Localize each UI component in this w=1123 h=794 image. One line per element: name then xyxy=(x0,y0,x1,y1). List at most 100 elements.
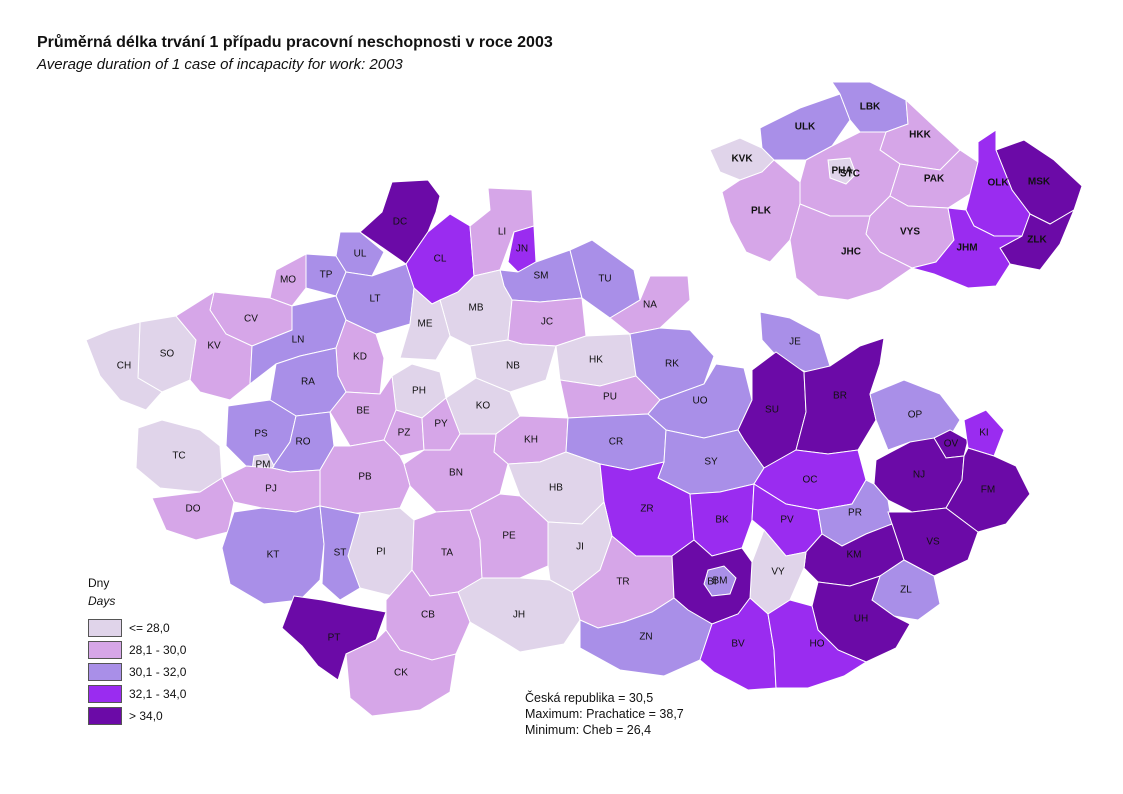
district-label-BM: BM xyxy=(713,576,728,587)
legend-item: <= 28,0 xyxy=(88,617,186,639)
district-label-TR: TR xyxy=(616,577,629,588)
legend-swatch xyxy=(88,685,122,703)
district-label-PU: PU xyxy=(603,392,617,403)
district-label-CH: CH xyxy=(117,361,131,372)
district-CK xyxy=(345,629,457,717)
region-label-OLK: OLK xyxy=(987,178,1009,189)
district-label-KH: KH xyxy=(524,435,538,446)
district-label-NJ: NJ xyxy=(913,470,925,481)
district-label-NA: NA xyxy=(643,300,657,311)
district-label-BK: BK xyxy=(715,515,729,526)
district-label-ZL: ZL xyxy=(900,585,912,596)
region-label-PAK: PAK xyxy=(924,174,945,185)
legend-unit: Dny xyxy=(88,576,110,590)
district-label-OV: OV xyxy=(944,439,959,450)
region-label-JHC: JHC xyxy=(841,247,861,258)
district-DO xyxy=(151,477,235,541)
legend-item: 32,1 - 34,0 xyxy=(88,683,186,705)
district-KT xyxy=(221,505,325,605)
legend-label: 28,1 - 30,0 xyxy=(129,643,187,657)
region-label-VYS: VYS xyxy=(900,227,920,238)
district-label-UH: UH xyxy=(854,614,868,625)
legend-label: > 34,0 xyxy=(129,709,163,723)
district-label-PB: PB xyxy=(358,472,372,483)
district-label-DC: DC xyxy=(393,217,407,228)
district-label-MB: MB xyxy=(469,303,484,314)
district-label-RO: RO xyxy=(296,437,311,448)
district-label-TU: TU xyxy=(598,274,611,285)
region-JHC xyxy=(789,203,913,301)
district-label-CK: CK xyxy=(394,668,408,679)
district-label-SO: SO xyxy=(160,349,175,360)
district-label-OC: OC xyxy=(803,475,818,486)
district-label-HK: HK xyxy=(589,355,603,366)
region-label-KVK: KVK xyxy=(731,154,753,165)
region-label-STC: STC xyxy=(840,169,860,180)
district-label-OP: OP xyxy=(908,410,923,421)
district-ST xyxy=(319,505,361,601)
district-label-NB: NB xyxy=(506,361,520,372)
district-label-BR: BR xyxy=(833,391,847,402)
stat-minimum: Minimum: Cheb = 26,4 xyxy=(525,723,652,737)
district-label-LN: LN xyxy=(292,335,305,346)
map-title: Průměrná délka trvání 1 případu pracovní… xyxy=(37,34,553,51)
district-label-KT: KT xyxy=(267,550,280,561)
district-label-PV: PV xyxy=(780,515,794,526)
district-label-JC: JC xyxy=(541,317,553,328)
district-label-PE: PE xyxy=(502,531,516,542)
district-CH xyxy=(85,321,163,411)
district-label-UO: UO xyxy=(693,396,708,407)
region-JHM xyxy=(910,207,1023,289)
district-label-ZR: ZR xyxy=(640,504,653,515)
district-label-HO: HO xyxy=(810,639,825,650)
district-layer xyxy=(85,179,1031,717)
district-label-TP: TP xyxy=(320,270,333,281)
region-label-PHA: PHA xyxy=(831,166,852,177)
district-label-CL: CL xyxy=(434,254,447,265)
district-label-TC: TC xyxy=(172,451,185,462)
district-label-PJ: PJ xyxy=(265,484,277,495)
district-label-VS: VS xyxy=(926,537,940,548)
district-MO xyxy=(269,253,307,307)
district-label-JI: JI xyxy=(576,542,584,553)
label-layer: DC CL LI JN UL TP MO LT SM TU CV MB ME JC NA SO CH KV LN KD… xyxy=(117,102,1051,679)
district-NA xyxy=(609,275,691,335)
district-label-MO: MO xyxy=(280,275,296,286)
district-label-SY: SY xyxy=(704,457,718,468)
district-label-SU: SU xyxy=(765,405,779,416)
region-label-ULK: ULK xyxy=(795,122,816,133)
district-label-SM: SM xyxy=(534,271,549,282)
legend-label: 30,1 - 32,0 xyxy=(129,665,187,679)
district-label-PI: PI xyxy=(376,547,385,558)
district-label-JN: JN xyxy=(516,244,528,255)
district-MB xyxy=(439,269,513,347)
district-label-RK: RK xyxy=(665,359,679,370)
region-label-ZLK: ZLK xyxy=(1027,235,1047,246)
district-label-PS: PS xyxy=(254,429,268,440)
district-label-BE: BE xyxy=(356,406,370,417)
district-label-JH: JH xyxy=(513,610,525,621)
legend-item: 30,1 - 32,0 xyxy=(88,661,186,683)
district-label-RA: RA xyxy=(301,377,315,388)
legend-unit-en: Days xyxy=(88,594,116,608)
stat-maximum: Maximum: Prachatice = 38,7 xyxy=(525,707,684,721)
region-label-HKK: HKK xyxy=(909,130,931,141)
legend-swatch xyxy=(88,663,122,681)
district-label-UL: UL xyxy=(354,249,367,260)
legend-label: <= 28,0 xyxy=(129,621,170,635)
region-label-LBK: LBK xyxy=(860,102,881,113)
summary-stats: Česká republika = 30,5 Maximum: Prachati… xyxy=(525,690,684,738)
region-label-JHM: JHM xyxy=(956,243,977,254)
district-label-BI: BI xyxy=(707,577,716,588)
district-label-ZN: ZN xyxy=(639,632,652,643)
district-label-KV: KV xyxy=(207,341,221,352)
district-label-LT: LT xyxy=(370,294,381,305)
district-label-PT: PT xyxy=(328,633,341,644)
legend-swatch xyxy=(88,707,122,725)
district-label-LI: LI xyxy=(498,227,506,238)
district-label-ME: ME xyxy=(418,319,433,330)
stat-czech-republic: Česká republika = 30,5 xyxy=(525,691,654,705)
district-label-PM: PM xyxy=(256,460,271,471)
region-inset-layer xyxy=(709,81,1083,301)
